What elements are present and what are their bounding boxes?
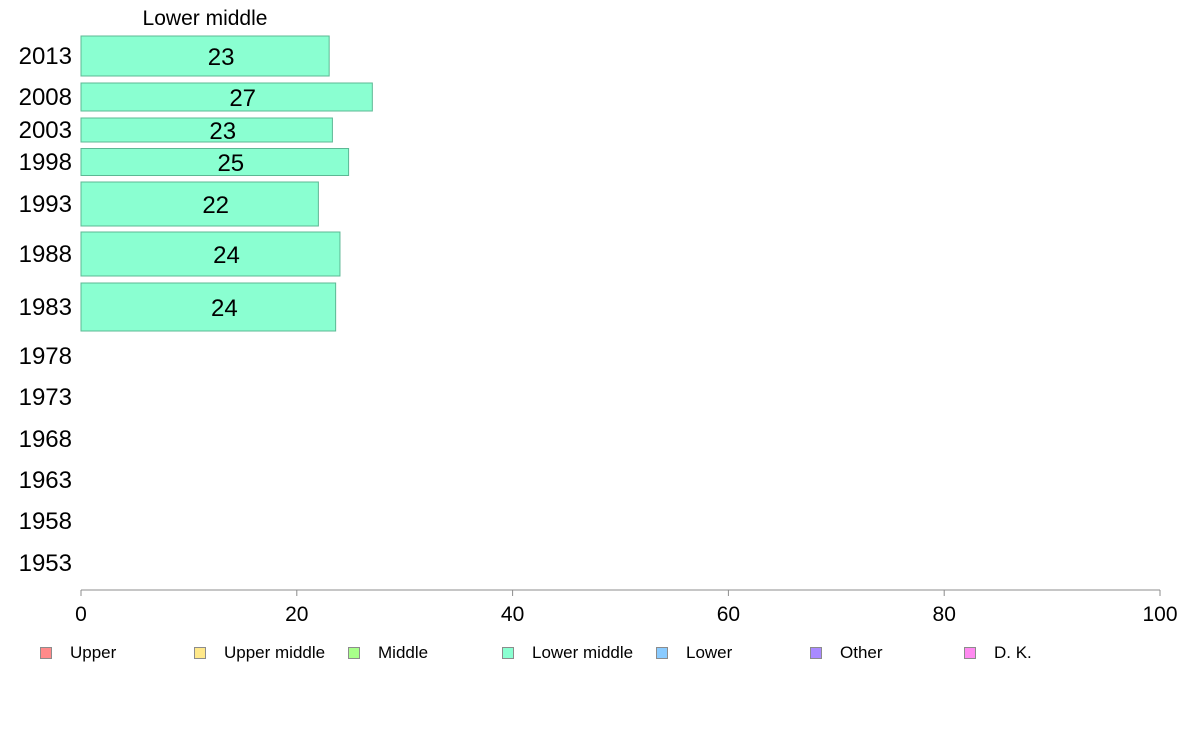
y-tick-label-1978: 1978 <box>19 343 72 370</box>
data-label-2003: 23 <box>209 118 236 145</box>
bar-1993 <box>80 181 319 227</box>
chart-title: Lower middle <box>143 7 268 30</box>
legend-swatch <box>502 647 514 659</box>
bar-chart: Lower middle 23 27 23 25 22 24 24 2013 2008 2003… <box>19 7 1178 626</box>
legend-label: Upper <box>70 643 117 662</box>
legend-swatch <box>40 647 52 659</box>
bars-group: 23 27 23 25 22 24 24 <box>80 35 373 332</box>
x-tick-label-20: 20 <box>285 603 308 626</box>
x-tick-label-40: 40 <box>501 603 524 626</box>
x-tick-label-60: 60 <box>717 603 740 626</box>
y-tick-label-1963: 1963 <box>19 467 72 494</box>
data-label-1993: 22 <box>202 192 229 219</box>
x-tick-label-80: 80 <box>933 603 956 626</box>
y-tick-label-1983: 1983 <box>19 294 72 321</box>
data-label-1983: 24 <box>211 295 238 322</box>
y-tick-label-1958: 1958 <box>19 508 72 535</box>
bar-2013 <box>80 35 330 77</box>
data-label-2013: 23 <box>208 44 235 71</box>
legend-swatch <box>810 647 822 659</box>
bar-1983 <box>80 282 337 332</box>
legend-label: Upper middle <box>224 643 326 662</box>
legend-swatch <box>964 647 976 659</box>
y-tick-label-1968: 1968 <box>19 426 72 453</box>
legend-swatch <box>656 647 668 659</box>
y-tick-label-1953: 1953 <box>19 550 72 577</box>
y-tick-label-1993: 1993 <box>19 191 72 218</box>
x-tick-label-100: 100 <box>1142 603 1177 626</box>
legend-item: D. K. <box>964 640 1032 666</box>
y-tick-label-1998: 1998 <box>19 149 72 176</box>
legend-item: Lower middle <box>502 640 633 666</box>
legend-swatch <box>348 647 360 659</box>
legend-label: D. K. <box>994 643 1032 662</box>
legend-item: Upper <box>40 640 116 666</box>
legend-item: Lower <box>656 640 732 666</box>
bar-2003 <box>80 117 333 143</box>
y-tick-labels: 2013 2008 2003 1998 1993 1988 1983 1978 1973 1968… <box>19 43 72 577</box>
legend-label: Lower middle <box>532 643 634 662</box>
x-axis: 0 20 40 60 80 100 <box>75 589 1178 626</box>
bar-2008 <box>80 82 373 112</box>
y-tick-label-2008: 2008 <box>19 84 72 111</box>
y-tick-label-1988: 1988 <box>19 241 72 268</box>
legend-item: Upper middle <box>194 640 325 666</box>
data-label-1988: 24 <box>213 242 240 269</box>
y-tick-label-1973: 1973 <box>19 384 72 411</box>
data-label-1998: 25 <box>217 150 244 177</box>
y-tick-label-2013: 2013 <box>19 43 72 70</box>
legend-label: Lower <box>686 643 733 662</box>
legend-item: Middle <box>348 640 428 666</box>
bar-1998 <box>80 148 350 176</box>
legend-label: Middle <box>378 643 429 662</box>
legend-swatch <box>194 647 206 659</box>
legend-item: Other <box>810 640 883 666</box>
bar-1988 <box>80 231 341 277</box>
legend-label: Other <box>840 643 883 662</box>
y-tick-label-2003: 2003 <box>19 117 72 144</box>
data-label-2008: 27 <box>229 85 256 112</box>
x-tick-label-0: 0 <box>75 603 87 626</box>
legend: Upper Upper middle Middle Lower middle Lower… <box>0 640 1188 666</box>
